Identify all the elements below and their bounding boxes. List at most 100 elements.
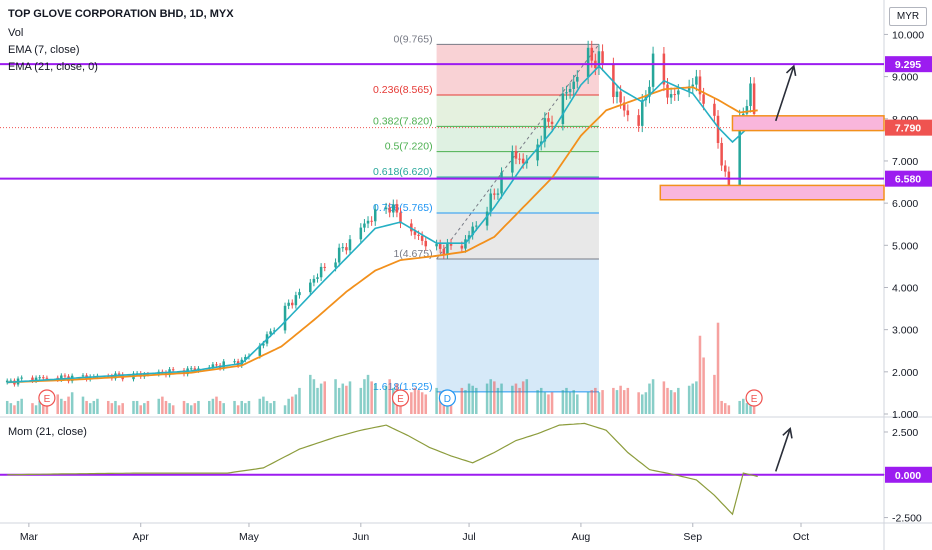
- volume-bar: [698, 335, 702, 414]
- volume-bar: [525, 379, 529, 414]
- volume-bar: [16, 400, 20, 414]
- volume-bar: [244, 403, 247, 414]
- ema7-line: [7, 64, 759, 384]
- fib-band: [436, 176, 599, 214]
- candle-body: [489, 193, 492, 212]
- volume-bar: [644, 392, 648, 414]
- candle-body: [511, 151, 514, 173]
- candle-body: [215, 364, 218, 366]
- y-tick-label: 9.000: [892, 72, 918, 84]
- volume-bar: [132, 400, 135, 414]
- candle-body: [388, 207, 391, 213]
- candle-body: [590, 47, 594, 61]
- event-marker: [391, 389, 410, 407]
- fib-band: [436, 44, 599, 95]
- volume-bar: [258, 398, 262, 414]
- volume-bar: [117, 405, 121, 414]
- volume-bar: [323, 381, 326, 414]
- volume-bar: [745, 403, 749, 414]
- candle-body: [669, 94, 673, 98]
- volume-bar: [168, 403, 171, 414]
- volume-bar: [637, 392, 640, 414]
- volume-bar: [34, 405, 38, 414]
- volume-bar: [410, 392, 413, 414]
- candle-body: [211, 364, 215, 368]
- volume-bar: [514, 383, 518, 414]
- volume-bar: [208, 400, 211, 414]
- volume-bar: [727, 405, 731, 414]
- candle-body: [42, 377, 45, 379]
- candle-body: [438, 243, 442, 249]
- mom-legend: Mom (21, close): [8, 426, 87, 438]
- ema21-line: [7, 86, 758, 384]
- volume-bar: [319, 383, 323, 414]
- volume-bar: [626, 387, 630, 414]
- volume-bar: [31, 403, 34, 414]
- volume-bar: [60, 398, 63, 414]
- candle-body: [366, 220, 370, 224]
- x-tick-label: Aug: [572, 531, 591, 543]
- volume-bar: [565, 387, 568, 414]
- candle-body: [485, 211, 489, 226]
- currency-button[interactable]: MYR: [889, 7, 927, 26]
- candle-body: [269, 331, 272, 335]
- candle-body: [420, 235, 424, 241]
- candle-body: [752, 83, 756, 114]
- candle-body: [272, 330, 276, 332]
- x-tick-label: May: [239, 531, 260, 543]
- candle-body: [518, 158, 521, 160]
- candle-body: [500, 172, 503, 194]
- candle-body: [467, 235, 471, 240]
- candle-body: [312, 278, 316, 283]
- event-marker: [438, 389, 457, 407]
- candle-body: [60, 375, 63, 380]
- volume-bar: [550, 392, 554, 414]
- volume-bar: [518, 387, 521, 414]
- mom-price-label-bg: [885, 466, 932, 483]
- fib-level-label: 0.786(5.765): [373, 202, 433, 214]
- fib-band: [436, 94, 599, 127]
- volume-bar: [81, 396, 85, 414]
- volume-bar: [716, 322, 720, 414]
- volume-bar: [70, 392, 74, 414]
- price-arrow: [774, 65, 795, 122]
- candle-body: [193, 368, 197, 371]
- volume-bar: [38, 400, 41, 414]
- volume-bar: [424, 394, 428, 414]
- candle-body: [720, 142, 723, 166]
- candle-body: [493, 193, 496, 195]
- candle-body: [399, 212, 402, 224]
- candle-body: [713, 103, 716, 116]
- candle-body: [31, 377, 34, 381]
- y-tick-label: 10.000: [892, 29, 924, 41]
- x-tick-label: Oct: [793, 531, 809, 543]
- volume-bar: [749, 405, 752, 414]
- candle-body: [536, 144, 539, 161]
- volume-bar: [586, 392, 590, 414]
- candle-body: [677, 90, 680, 95]
- y-tick-label: 3.000: [892, 325, 918, 337]
- event-marker: [745, 389, 763, 407]
- x-tick-label: Mar: [20, 531, 39, 543]
- price-label-bg: [885, 56, 932, 73]
- volume-bar: [590, 390, 594, 414]
- candle-body: [622, 102, 626, 111]
- candle-body: [294, 295, 298, 306]
- volume-bar: [677, 387, 680, 414]
- volume-bar: [702, 357, 705, 414]
- volume-bar: [370, 381, 373, 414]
- x-tick-label: Jun: [352, 531, 369, 543]
- volume-bar: [464, 390, 467, 414]
- candle-body: [363, 223, 366, 228]
- volume-bar: [615, 390, 619, 414]
- y-tick-label: 4.000: [892, 282, 918, 294]
- event-marker: [38, 389, 56, 407]
- candle-body: [20, 377, 23, 379]
- fib-trend-line: [436, 44, 600, 260]
- volume-bar: [568, 392, 572, 414]
- volume-bar: [272, 400, 276, 414]
- volume-bar: [622, 390, 626, 414]
- volume-bar: [594, 387, 597, 414]
- fib-level-label: 0.382(7.820): [373, 115, 433, 127]
